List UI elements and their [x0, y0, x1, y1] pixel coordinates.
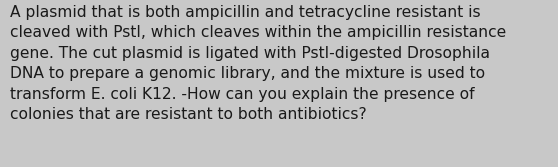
Text: A plasmid that is both ampicillin and tetracycline resistant is
cleaved with Pst: A plasmid that is both ampicillin and te… — [10, 5, 506, 122]
